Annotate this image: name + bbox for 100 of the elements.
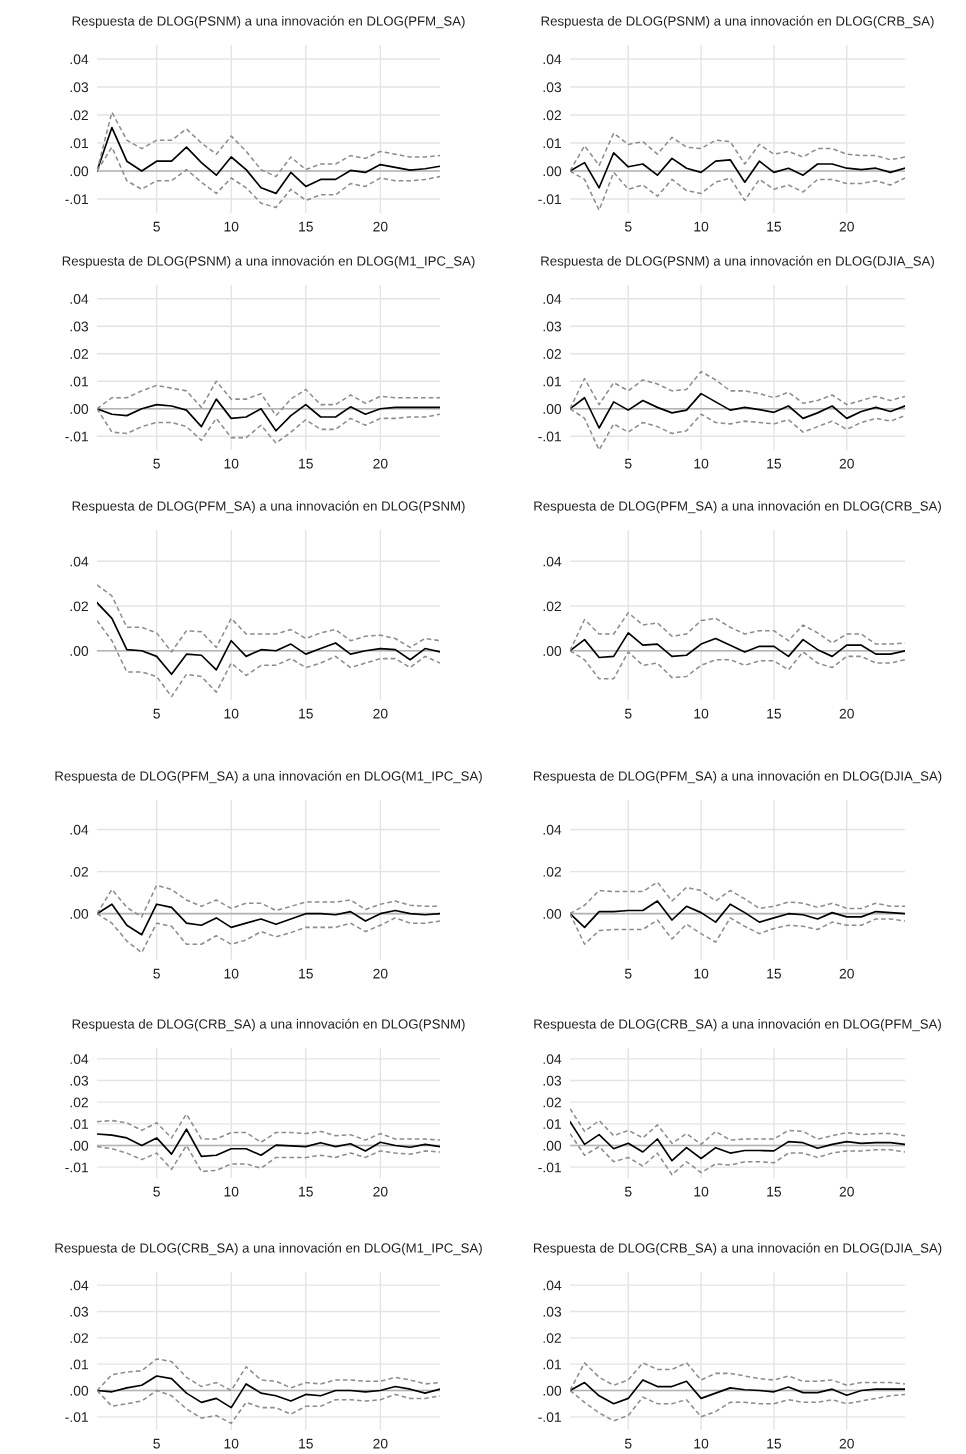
x-tick-label: 20 (839, 968, 854, 979)
y-tick-label: .01 (543, 376, 561, 387)
y-tick-label: -.01 (65, 1412, 88, 1422)
y-tick-label: .00 (543, 1385, 562, 1396)
x-tick-label: 5 (153, 708, 160, 719)
chart-title: Respuesta de DLOG(CRB_SA) a una innovación en DLOG(DJIA_SA) (533, 1242, 942, 1256)
y-tick-label: .02 (70, 866, 88, 877)
y-tick-label: .02 (543, 1097, 561, 1108)
line-series (570, 900, 905, 929)
y-tick-label: .00 (543, 1140, 562, 1151)
y-tick-label: .04 (70, 556, 89, 567)
y-tick-label: .03 (70, 321, 89, 332)
x-tick-label: 10 (694, 458, 709, 469)
x-tick-label: 20 (373, 221, 388, 232)
line-series (97, 1375, 440, 1409)
x-tick-label: 10 (694, 221, 709, 232)
y-tick-label: .00 (70, 1385, 89, 1396)
y-tick-label: .03 (543, 82, 562, 93)
chart-title: Respuesta de DLOG(CRB_SA) a una innovación en DLOG(PFM_SA) (534, 1018, 941, 1032)
y-tick-label: .01 (543, 1359, 561, 1370)
x-tick-label: 5 (153, 1438, 160, 1449)
x-tick-label: 10 (224, 1438, 239, 1449)
chart-title: Respuesta de DLOG(PFM_SA) a una innovación en DLOG(CRB_SA) (534, 500, 941, 514)
x-tick-label: 15 (299, 458, 313, 469)
x-tick-label: 5 (153, 458, 160, 469)
y-tick-label: .01 (70, 1359, 88, 1370)
y-tick-label: .04 (543, 556, 562, 567)
line-series (97, 398, 440, 432)
x-tick-label: 15 (767, 221, 782, 232)
y-tick-label: .02 (70, 1333, 88, 1343)
y-tick-label: .04 (70, 1280, 89, 1291)
y-tick-label: .03 (543, 321, 562, 332)
y-tick-label: .02 (543, 110, 561, 121)
x-tick-label: 5 (153, 221, 160, 232)
line-series (570, 1132, 905, 1176)
line-series (97, 903, 440, 936)
y-tick-label: .01 (543, 1119, 561, 1129)
x-tick-label: 5 (624, 1438, 632, 1449)
y-tick-label: .00 (70, 646, 89, 656)
y-tick-label: .00 (543, 909, 562, 919)
line-series (570, 392, 905, 429)
y-tick-label: .01 (543, 138, 561, 149)
y-tick-label: .04 (543, 824, 562, 835)
x-tick-label: 15 (299, 1438, 313, 1449)
y-tick-label: -.01 (538, 1162, 561, 1173)
line-series (97, 126, 440, 195)
y-tick-label: .02 (543, 601, 561, 612)
y-tick-label: .04 (543, 294, 562, 304)
y-tick-label: -.01 (65, 431, 88, 442)
x-tick-label: 10 (224, 708, 239, 719)
y-tick-label: -.01 (65, 194, 88, 205)
y-tick-label: .03 (543, 1306, 562, 1317)
x-tick-label: 5 (153, 968, 160, 979)
x-tick-label: 20 (373, 1186, 388, 1197)
chart-title: Respuesta de DLOG(CRB_SA) a una innovación en DLOG(PSNM) (72, 1018, 465, 1032)
line-series (570, 1379, 905, 1405)
line-series (570, 1120, 905, 1162)
y-tick-label: .00 (70, 1140, 89, 1151)
y-tick-label: .00 (543, 166, 562, 177)
y-tick-label: .00 (70, 404, 89, 414)
line-series (570, 632, 905, 659)
line-series (97, 1113, 440, 1144)
y-tick-label: .04 (70, 1054, 89, 1064)
y-tick-label: .03 (70, 82, 89, 93)
x-tick-label: 5 (153, 1186, 160, 1197)
x-tick-label: 20 (373, 968, 388, 979)
y-tick-label: .00 (543, 646, 562, 656)
y-tick-label: .01 (70, 1119, 88, 1129)
x-tick-label: 20 (373, 708, 388, 719)
y-tick-label: .00 (70, 166, 89, 177)
chart-title: Respuesta de DLOG(PSNM) a una innovación en DLOG(DJIA_SA) (541, 255, 934, 269)
x-tick-label: 15 (299, 708, 313, 719)
y-tick-label: .00 (70, 909, 89, 919)
x-tick-label: 20 (839, 708, 854, 719)
x-tick-label: 15 (767, 1186, 782, 1197)
y-tick-label: .04 (70, 294, 89, 304)
chart-title: Respuesta de DLOG(PFM_SA) a una innovación en DLOG(M1_IPC_SA) (55, 770, 482, 784)
y-tick-label: .01 (70, 138, 88, 149)
y-tick-label: .01 (70, 376, 88, 387)
y-tick-label: -.01 (538, 194, 561, 205)
y-tick-label: .02 (70, 349, 88, 359)
y-tick-label: .02 (70, 1097, 88, 1108)
x-tick-label: 5 (624, 458, 632, 469)
x-tick-label: 5 (624, 221, 632, 232)
x-tick-label: 15 (767, 968, 782, 979)
y-tick-label: -.01 (538, 431, 561, 442)
y-tick-label: .04 (543, 54, 562, 65)
line-series (97, 1144, 440, 1173)
x-tick-label: 10 (224, 1186, 239, 1197)
line-series (97, 601, 440, 676)
x-tick-label: 20 (373, 458, 388, 469)
y-tick-label: .02 (70, 601, 88, 612)
x-tick-label: 15 (767, 458, 782, 469)
y-tick-label: .03 (70, 1075, 89, 1086)
line-series (570, 1107, 905, 1146)
x-tick-label: 10 (694, 1186, 709, 1197)
x-tick-label: 15 (299, 968, 313, 979)
x-tick-label: 10 (694, 708, 709, 719)
y-tick-label: -.01 (538, 1412, 561, 1422)
y-tick-label: .02 (543, 866, 561, 877)
